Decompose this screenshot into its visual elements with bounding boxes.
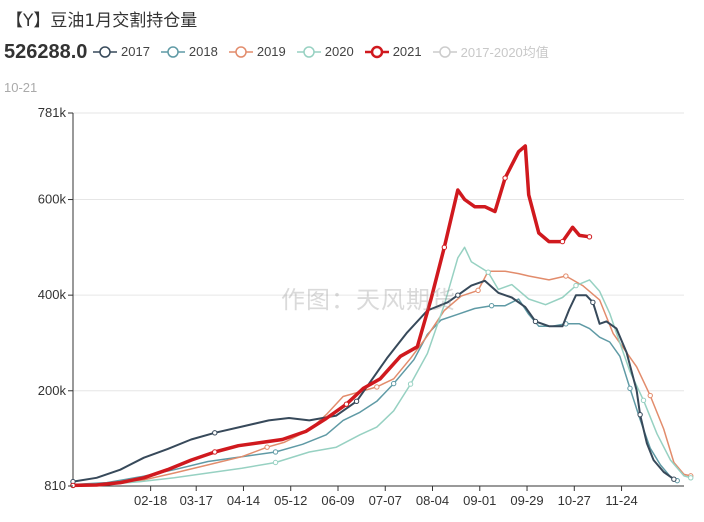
y-axis-ticks: 810 200k 400k 600k 781k (38, 105, 73, 493)
data-point-2019 (264, 444, 270, 450)
x-tick-label: 05-12 (274, 493, 307, 508)
x-tick-label: 02-18 (134, 493, 167, 508)
y-tick-label: 781k (38, 105, 67, 120)
legend-label: 2020 (324, 44, 354, 59)
legend-line-icon (432, 45, 457, 58)
legend-item-2018[interactable]: 2018 (160, 42, 218, 61)
y-tick-label: 400k (38, 287, 67, 302)
series-lines (70, 144, 694, 489)
legend-item-2020[interactable]: 2020 (296, 42, 354, 61)
legend-label: 2021 (392, 44, 422, 59)
y-tick-label: 600k (38, 192, 67, 207)
data-point-2021 (559, 238, 566, 245)
x-axis-ticks: 02-18 03-17 04-14 05-12 06-09 07-07 08-04 09-01… (134, 486, 638, 508)
data-point-2018 (488, 302, 495, 309)
x-tick-label: 06-09 (321, 493, 354, 508)
data-point-2019 (647, 392, 653, 399)
data-point-2020 (688, 475, 694, 481)
chart-title: 【Y】豆油1月交割持仓量 (6, 11, 198, 31)
series-line-2017 (72, 279, 675, 483)
data-point-2017 (455, 292, 461, 298)
data-point-2017 (671, 476, 677, 482)
x-tick-label: 09-01 (463, 493, 496, 508)
data-point-2018 (272, 449, 279, 455)
current-value: 526288.0 (4, 41, 88, 63)
data-point-2020 (573, 282, 579, 289)
y-tick-label: 200k (38, 383, 67, 398)
x-tick-label: 11-24 (605, 493, 637, 508)
series-line-2018 (72, 298, 678, 486)
data-point-2021 (70, 482, 76, 489)
x-tick-label: 07-07 (369, 493, 402, 508)
data-point-2020 (272, 459, 279, 466)
data-point-2019 (563, 273, 569, 279)
y-tick-label: 810 (44, 478, 66, 493)
legend-line-icon (228, 45, 253, 58)
grid-lines (73, 112, 684, 392)
data-point-2019 (374, 384, 380, 390)
x-tick-label: 09-29 (510, 493, 543, 508)
data-point-2020 (407, 381, 414, 387)
legend-item-2017-2020均值[interactable]: 2017-2020均值 (432, 42, 549, 61)
legend-label: 2017 (121, 44, 150, 59)
watermark-text: 作图：天风期货 (281, 286, 456, 314)
data-point-2018 (627, 385, 633, 392)
data-point-2020 (640, 397, 647, 404)
data-point-2017 (353, 398, 360, 404)
legend-item-2017[interactable]: 2017 (93, 42, 150, 61)
x-tick-label: 10-27 (558, 493, 591, 508)
data-point-2017 (212, 430, 218, 436)
data-point-2020 (485, 269, 491, 275)
x-tick-label: 04-14 (227, 493, 260, 508)
data-point-2021 (586, 234, 593, 240)
data-point-2017 (532, 318, 539, 325)
legend-line-icon (296, 45, 321, 58)
data-point-2017 (637, 411, 643, 418)
series-line-2020 (72, 246, 692, 487)
legend-label: 2019 (256, 44, 286, 59)
legend-label: 2018 (188, 44, 218, 59)
data-point-2021 (212, 449, 218, 455)
legend-label: 2017-2020均值 (460, 45, 549, 60)
legend-item-2019[interactable]: 2019 (228, 42, 286, 61)
legend-line-icon (160, 45, 185, 58)
current-date: 10-21 (4, 80, 38, 95)
data-point-2018 (390, 380, 397, 387)
data-point-2021 (502, 175, 508, 181)
data-point-2019 (475, 287, 481, 294)
data-point-2021 (441, 244, 448, 251)
x-tick-label: 03-17 (180, 493, 213, 508)
legend-line-icon (93, 45, 117, 58)
series-line-2021 (72, 144, 590, 488)
legend-item-2021[interactable]: 2021 (364, 42, 422, 61)
x-tick-label: 08-04 (416, 493, 449, 508)
data-point-2017 (590, 299, 596, 306)
data-point-2021 (343, 401, 350, 407)
legend-line-icon (364, 45, 389, 58)
legend: 2017 2018 2019 2020 2021 2017-2020均值 (93, 42, 549, 61)
axes (72, 113, 684, 487)
